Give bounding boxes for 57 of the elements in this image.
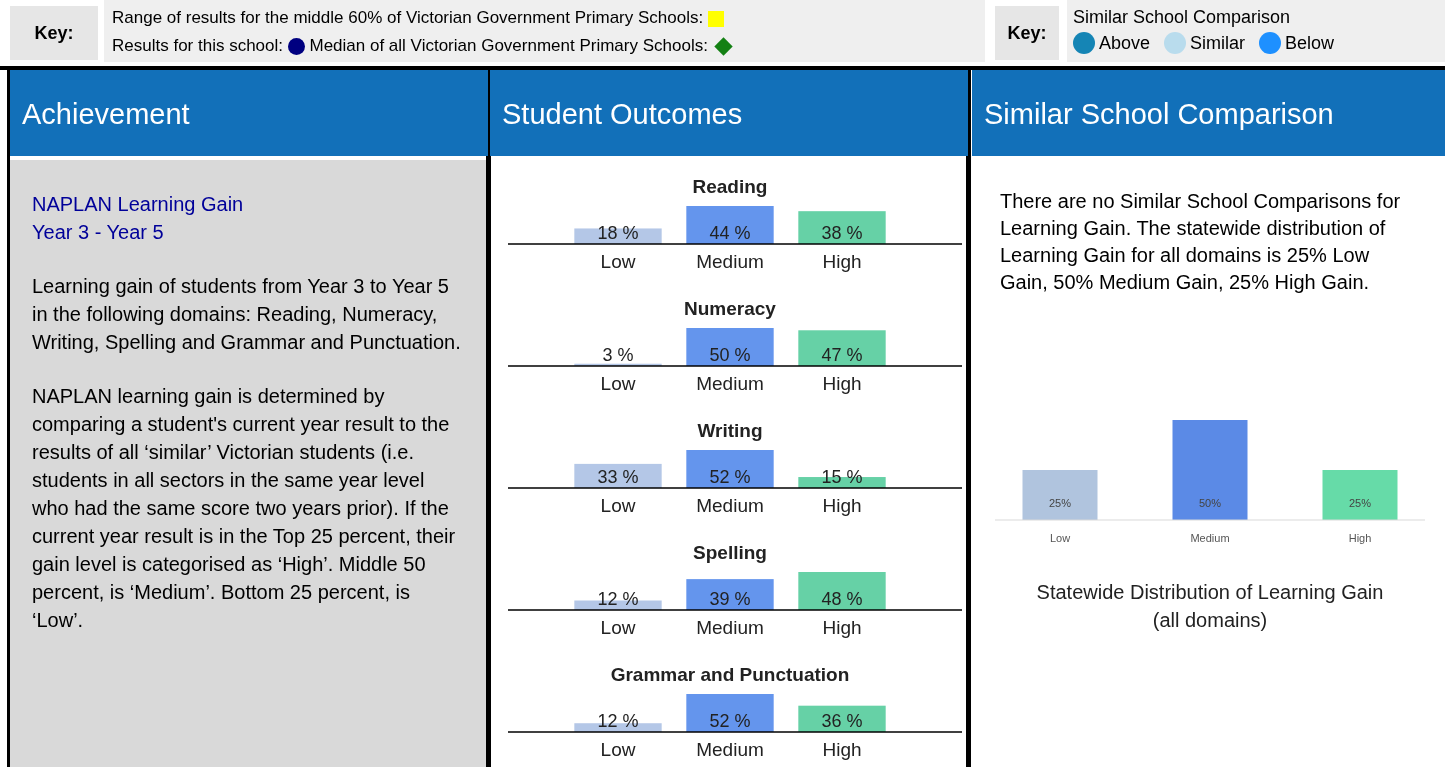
text: Below [1284,32,1335,55]
x-tick-label: High [822,251,862,272]
chart-title: Numeracy [684,298,777,319]
chart-title: Reading [692,176,768,197]
x-tick-label: Low [1049,532,1071,544]
text: Student Outcomes [502,98,743,130]
text: Key: [10,6,98,60]
x-tick-label: Low [600,495,636,516]
data-label: 38 % [821,223,863,243]
chart-title: Grammar and Punctuation [610,664,850,685]
text: Median of all Victorian Government Primary Schools: [309,36,708,55]
text: NAPLAN Learning Gain Year 3 - Year 5 [32,192,245,245]
chart-title: Writing [697,420,763,441]
data-label: 25% [1048,497,1072,509]
x-tick-label: Medium [696,495,764,516]
data-label: 48 % [821,589,863,609]
text: Key: [995,6,1059,60]
text: Statewide Distribution of Learning Gain (all domains) [1036,581,1384,631]
data-label: 12 % [597,589,639,609]
data-label: 39 % [709,589,751,609]
data-label: 50 % [709,345,751,365]
x-tick-label: Low [600,617,636,638]
chart-title: Spelling [693,542,767,563]
x-tick-label: High [822,495,862,516]
data-label: 44 % [709,223,751,243]
text: Learning gain of students from Year 3 to Year 5 in the following domains: Reading, Numeracy, Writing, Spelling and Grammar and Punctuation. [32,274,462,355]
data-label: 52 % [709,711,751,731]
text: Results for this school: [112,36,284,55]
data-label: 25% [1348,497,1372,509]
data-label: 3 % [602,345,634,365]
x-tick-label: Low [600,373,636,394]
text: There are no Similar School Comparisons for Learning Gain. The statewide distribution of Learning Gain for all domains is 25% Low Gain, 50% Medium Gain, 25% High Gain. [1000,189,1402,295]
text: NAPLAN learning gain is determined by comparing a student's current year result to the results of all ‘similar’ Victorian students (i.e. students in all sectors in the same year level who had the same score two years prior). If the current year result is in the Top 25 percent, their gain level is categorised as ‘High’. Middle 50 percent, is ‘Medium’. Bottom 25 percent, is ‘Low’. [32,385,456,631]
text: Achievement [22,98,190,130]
data-label: 18 % [597,223,639,243]
text: Similar School Comparison [1073,6,1292,29]
text: Similar [1189,32,1246,55]
text: Range of results for the middle 60% of Victorian Government Primary Schools: [112,7,705,29]
x-tick-label: High [822,373,862,394]
data-label: 12 % [597,711,639,731]
x-tick-label: Medium [696,373,764,394]
x-tick-label: Medium [696,617,764,638]
x-tick-label: Medium [1190,532,1230,544]
text: Above [1098,32,1151,55]
x-tick-label: Medium [696,251,764,272]
x-tick-label: Medium [696,739,764,760]
text: Similar School Comparison [984,98,1334,130]
data-label: 50% [1198,497,1222,509]
x-tick-label: High [822,617,862,638]
x-tick-label: Low [600,739,636,760]
data-label: 33 % [597,467,639,487]
x-tick-label: High [822,739,862,760]
data-label: 47 % [821,345,863,365]
data-label: 36 % [821,711,863,731]
x-tick-label: Low [600,251,636,272]
x-tick-label: High [1348,532,1372,544]
data-label: 52 % [709,467,751,487]
